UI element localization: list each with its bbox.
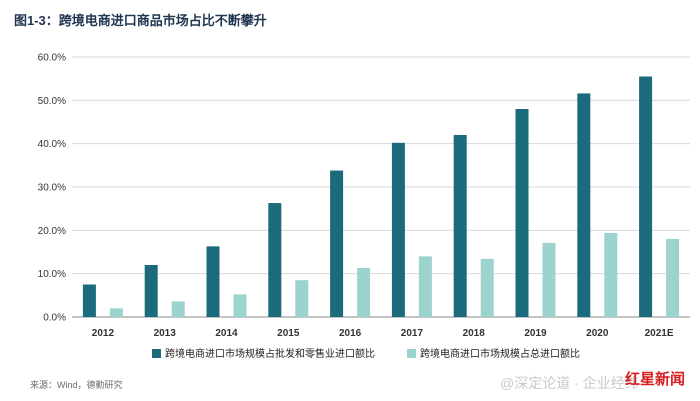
x-tick-label: 2015 bbox=[277, 328, 300, 339]
bar-series-2-2014 bbox=[233, 294, 247, 317]
y-tick-label: 50.0% bbox=[38, 96, 66, 107]
bar-series-1-2020 bbox=[577, 93, 591, 318]
legend-label-series-1: 跨境电商进口市场规模占批发和零售业进口额比 bbox=[165, 347, 375, 360]
y-tick-label: 40.0% bbox=[38, 139, 66, 150]
x-tick-label: 2020 bbox=[586, 328, 609, 339]
bar-series-2-2018 bbox=[480, 258, 494, 317]
bar-series-1-2014 bbox=[206, 246, 220, 317]
publisher-stamp: 红星新闻 bbox=[625, 371, 686, 388]
bar-series-1-2013 bbox=[144, 265, 158, 317]
bars bbox=[82, 76, 680, 318]
bar-series-1-2018 bbox=[453, 135, 467, 317]
legend-swatch-series-1 bbox=[152, 349, 161, 358]
x-tick-label: 2013 bbox=[154, 328, 177, 339]
bar-series-1-2016 bbox=[330, 170, 344, 317]
bar-series-2-2016 bbox=[357, 268, 371, 317]
x-tick-label: 2014 bbox=[215, 328, 238, 339]
bar-series-2-2013 bbox=[171, 301, 185, 317]
legend: 跨境电商进口市场规模占批发和零售业进口额比 跨境电商进口市场规模占总进口额比 bbox=[152, 347, 580, 360]
bar-series-1-2019 bbox=[515, 109, 529, 317]
x-tick-label: 2018 bbox=[463, 328, 486, 339]
bar-series-2-2015 bbox=[295, 280, 309, 317]
y-tick-label: 10.0% bbox=[38, 269, 66, 280]
bar-series-1-2015 bbox=[268, 203, 282, 317]
gridlines bbox=[72, 56, 690, 318]
bar-series-1-2012 bbox=[82, 284, 96, 317]
watermark: @深定论道 · 企业经纬 bbox=[500, 375, 639, 391]
x-tick-label: 2012 bbox=[92, 328, 115, 339]
x-tick-label: 2017 bbox=[401, 328, 424, 339]
y-axis-ticks: 0.0% 10.0% 20.0% 30.0% 40.0% 50.0% 60.0% bbox=[38, 53, 66, 324]
bar-series-2-2012 bbox=[109, 308, 123, 317]
bar-series-2-2017 bbox=[418, 256, 432, 317]
bar-series-1-2021E bbox=[639, 76, 653, 317]
legend-label-series-2: 跨境电商进口市场规模占总进口额比 bbox=[420, 347, 580, 360]
bar-series-2-2019 bbox=[542, 242, 556, 317]
y-tick-label: 60.0% bbox=[38, 53, 66, 64]
x-tick-label: 2021E bbox=[645, 328, 674, 339]
bar-series-2-2021E bbox=[666, 239, 680, 317]
x-tick-label: 2016 bbox=[339, 328, 362, 339]
y-tick-label: 0.0% bbox=[43, 313, 66, 324]
chart-title: 图1-3：跨境电商进口商品市场占比不断攀升 bbox=[14, 13, 267, 28]
source-note: 来源：Wind，德勤研究 bbox=[30, 380, 123, 390]
x-tick-label: 2019 bbox=[524, 328, 547, 339]
bar-series-1-2017 bbox=[391, 142, 405, 317]
y-tick-label: 20.0% bbox=[38, 226, 66, 237]
legend-swatch-series-2 bbox=[407, 349, 416, 358]
bar-series-2-2020 bbox=[604, 232, 618, 317]
y-tick-label: 30.0% bbox=[38, 183, 66, 194]
x-axis-ticks: 2012 2013 2014 2015 2016 2017 2018 2019 2020 2021… bbox=[92, 328, 674, 339]
